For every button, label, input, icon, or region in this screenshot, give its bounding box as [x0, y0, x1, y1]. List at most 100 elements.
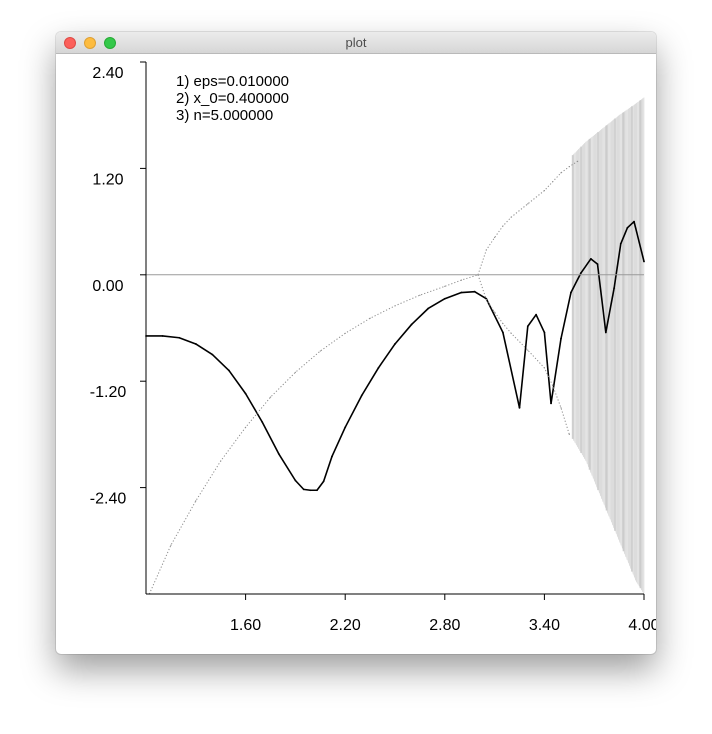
chaotic-band — [571, 97, 645, 594]
lyapunov-series-point — [589, 257, 592, 260]
lyapunov-series-point — [316, 489, 318, 492]
orbit-branch-point — [543, 367, 545, 369]
orbit-branch-point — [560, 172, 562, 174]
x-tick-label: 2.20 — [330, 617, 361, 634]
lyapunov-series-point — [619, 242, 622, 245]
title-bar[interactable]: plot — [56, 32, 656, 54]
lyapunov-series-point — [643, 260, 645, 263]
lyapunov-series-point — [377, 367, 380, 369]
plot-area: 2.40 1.20 0.00 -1.20 -2.40 1.60 2.20 2.80 3.40 4… — [56, 54, 656, 654]
legend-entry: 3) n=5.000000 — [176, 107, 273, 124]
orbit-branch-line — [477, 274, 570, 435]
plot-window: plot 2.40 1.20 0.00 -1.20 -2.40 1.60 2.20 2.80… — [56, 32, 656, 654]
orbit-branch-point — [245, 426, 247, 428]
lyapunov-series-point — [526, 325, 529, 328]
zoom-button[interactable] — [104, 37, 116, 49]
x-ticks: 1.60 2.20 2.80 3.40 4.00 — [230, 594, 656, 634]
orbit-branch-point — [552, 181, 554, 183]
lyapunov-series-point — [427, 307, 430, 310]
lyapunov-series-point — [410, 323, 413, 326]
orbit-branch-point — [394, 305, 396, 307]
lyapunov-series-point — [570, 291, 572, 294]
lyapunov-series-point — [613, 287, 616, 289]
lyapunov-series-point — [211, 353, 214, 356]
y-tick-label: 2.40 — [92, 65, 123, 82]
lyapunov-series-point — [360, 394, 363, 397]
orbit-branch-point — [220, 460, 222, 462]
y-tick-label: 1.20 — [92, 171, 123, 188]
x-tick-label: 4.00 — [628, 617, 656, 634]
lyapunov-series-line — [146, 220, 645, 492]
lyapunov-series-point — [302, 488, 305, 491]
orbit-branch-point — [419, 294, 421, 296]
orbit-branch-point — [485, 299, 487, 301]
lyapunov-series-point — [502, 331, 504, 334]
orbit-branch-line — [477, 160, 578, 275]
orbit-branch-point — [502, 225, 504, 227]
x-tick-label: 1.60 — [230, 617, 261, 634]
lyapunov-series-point — [535, 313, 537, 316]
lyapunov-series-point — [443, 297, 446, 300]
close-button[interactable] — [64, 37, 76, 49]
orbit-branch-point — [568, 433, 570, 435]
y-tick-label: -2.40 — [90, 491, 127, 508]
lyapunov-series-point — [580, 272, 582, 274]
orbit-branch-point — [344, 332, 346, 334]
lyapunov-series-point — [604, 331, 607, 334]
lyapunov-series-point — [194, 343, 197, 345]
lyapunov-series-point — [473, 290, 476, 293]
orbit-branch-point — [510, 216, 512, 218]
lyapunov-series-point — [228, 369, 230, 372]
orbit-branch-point — [170, 544, 172, 546]
lyapunov-series-point — [277, 453, 280, 455]
orbit-branch-point — [319, 350, 321, 352]
orbit-branch-point — [502, 322, 504, 325]
x-tick-label: 2.80 — [429, 617, 460, 634]
legend-entry: 2) x_0=0.400000 — [176, 90, 289, 107]
lyapunov-series-point — [626, 226, 629, 229]
window-title: plot — [345, 35, 367, 50]
orbit-branch-point — [510, 332, 512, 334]
orbit-branch-point — [494, 236, 496, 239]
y-tick-label: 0.00 — [92, 278, 123, 295]
lyapunov-series-point — [178, 336, 181, 339]
chaos-band-area — [572, 97, 644, 594]
y-ticks: 2.40 1.20 0.00 -1.20 -2.40 — [90, 61, 146, 508]
orbit-branch-point — [552, 385, 554, 387]
lyapunov-series-point — [294, 479, 297, 482]
lyapunov-series-point — [560, 337, 562, 340]
lyapunov-series-point — [331, 455, 333, 458]
lyapunov-series-point — [550, 402, 552, 405]
series-layer — [145, 160, 645, 595]
bifurcation-chart: 2.40 1.20 0.00 -1.20 -2.40 1.60 2.20 2.80 3.40 4… — [90, 61, 656, 634]
orbit-branch-point — [485, 249, 487, 251]
orbit-branch-point — [494, 311, 496, 313]
orbit-branch-point — [527, 349, 529, 351]
orbit-branch-point — [269, 396, 272, 398]
orbit-branch-point — [294, 371, 296, 373]
lyapunov-series-point — [394, 343, 396, 345]
lyapunov-series-point — [596, 263, 599, 266]
lyapunov-series-point — [344, 426, 347, 429]
lyapunov-series-point — [633, 220, 635, 223]
lyapunov-series-point — [244, 392, 247, 395]
lyapunov-series-point — [161, 335, 164, 337]
minimize-button[interactable] — [84, 37, 96, 49]
orbit-branch-point — [543, 189, 545, 192]
legend-entry: 1) eps=0.010000 — [176, 73, 289, 90]
orbit-branch-point — [369, 317, 371, 319]
lyapunov-series-point — [261, 421, 264, 423]
lyapunov-series-point — [543, 331, 546, 334]
orbit-branch-point — [527, 203, 529, 205]
orbit-branch-point — [460, 279, 462, 281]
orbit-branch-point — [444, 285, 446, 287]
orbit-branch-line — [148, 274, 479, 595]
lyapunov-series-point — [322, 480, 325, 483]
lyapunov-series-point — [460, 291, 463, 294]
y-tick-label: -1.20 — [90, 384, 127, 401]
lyapunov-series-point — [309, 489, 312, 492]
orbit-branch-point — [568, 166, 570, 168]
x-tick-label: 3.40 — [529, 617, 560, 634]
lyapunov-series-point — [518, 406, 521, 409]
